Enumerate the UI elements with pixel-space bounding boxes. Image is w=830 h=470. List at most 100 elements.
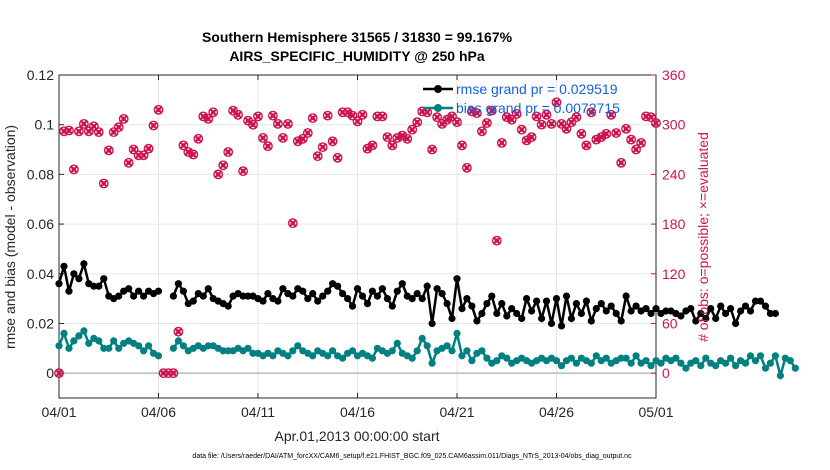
rmse-point bbox=[95, 282, 103, 290]
obs-possible-point bbox=[576, 128, 587, 139]
bias-point bbox=[727, 354, 735, 362]
rmse-point bbox=[707, 305, 715, 313]
obs-point-core bbox=[494, 238, 499, 243]
obs-possible-point bbox=[556, 119, 567, 129]
rmse-point bbox=[607, 302, 615, 310]
obs-point-core bbox=[280, 135, 286, 141]
rmse-point bbox=[179, 287, 187, 295]
bias-point bbox=[348, 347, 357, 355]
obs-possible-point bbox=[213, 169, 224, 180]
obs-point-core bbox=[171, 371, 176, 376]
bias-point bbox=[55, 342, 63, 350]
bias-point bbox=[483, 354, 491, 362]
obs-point-core bbox=[151, 123, 156, 128]
rmse-point bbox=[244, 292, 252, 300]
obs-possible-point bbox=[292, 136, 303, 147]
obs-point-core bbox=[141, 153, 146, 158]
obs-possible-point bbox=[148, 120, 159, 131]
x-tick-label: 04/01 bbox=[41, 404, 76, 420]
rmse-point bbox=[627, 307, 635, 315]
obs-possible-point bbox=[312, 151, 323, 162]
rmse-point bbox=[60, 262, 68, 270]
obs-point-core bbox=[71, 167, 77, 172]
obs-point-core bbox=[449, 114, 455, 119]
obs-possible-point bbox=[253, 111, 263, 122]
rmse-point bbox=[344, 295, 352, 303]
bias-point bbox=[602, 354, 610, 362]
obs-possible-point bbox=[297, 133, 308, 144]
obs-possible-point bbox=[183, 147, 194, 157]
bias-point bbox=[324, 352, 332, 360]
obs-point-core bbox=[250, 122, 256, 127]
obs-possible-point bbox=[491, 235, 502, 246]
x-tick-label: 04/16 bbox=[340, 404, 375, 420]
bias-point bbox=[219, 347, 227, 355]
obs-possible-point bbox=[79, 119, 89, 129]
obs-possible-point bbox=[188, 149, 199, 160]
bias-point bbox=[697, 362, 705, 370]
bias-point bbox=[741, 359, 750, 367]
rmse-point bbox=[751, 297, 760, 305]
obs-possible-point bbox=[397, 130, 408, 141]
rmse-point bbox=[373, 292, 381, 300]
rmse-point bbox=[80, 260, 88, 268]
obs-point-core bbox=[335, 155, 340, 160]
obs-point-core bbox=[101, 181, 107, 186]
rmse-point bbox=[224, 302, 232, 310]
rmse-point bbox=[722, 309, 730, 318]
rmse-point bbox=[582, 297, 591, 305]
obs-possible-point bbox=[302, 128, 313, 138]
rmse-point bbox=[314, 297, 322, 305]
rmse-point bbox=[408, 295, 416, 303]
rmse-point bbox=[622, 292, 630, 300]
obs-possible-point bbox=[223, 147, 234, 157]
obs-possible-point bbox=[54, 368, 64, 379]
obs-point-core bbox=[464, 165, 470, 170]
obs-possible-point bbox=[238, 166, 249, 177]
rmse-point bbox=[358, 292, 367, 300]
rmse-point bbox=[687, 305, 695, 313]
obs-possible-point bbox=[427, 144, 437, 155]
x-tick-label: 04/11 bbox=[241, 404, 275, 420]
bias-point bbox=[552, 357, 561, 365]
obs-point-core bbox=[146, 146, 151, 151]
obs-point-core bbox=[619, 160, 624, 165]
rmse-point bbox=[508, 305, 516, 313]
rmse-point bbox=[493, 309, 501, 318]
obs-possible-point bbox=[387, 140, 398, 151]
bias-point bbox=[115, 344, 123, 352]
bias-point bbox=[174, 337, 182, 345]
obs-possible-point bbox=[601, 128, 612, 139]
obs-point-core bbox=[66, 128, 72, 133]
bias-point bbox=[388, 347, 396, 355]
rmse-point bbox=[274, 297, 282, 305]
obs-possible-point bbox=[506, 114, 517, 125]
rmse-point bbox=[592, 305, 600, 313]
obs-point-core bbox=[196, 136, 201, 141]
chart-title: Southern Hemisphere 31565 / 31830 = 99.1… bbox=[202, 29, 513, 45]
obs-possible-point bbox=[561, 123, 572, 134]
bias-point bbox=[672, 354, 680, 362]
rmse-point bbox=[189, 297, 197, 305]
rmse-point bbox=[154, 287, 163, 295]
bias-point bbox=[80, 327, 88, 335]
obs-possible-point bbox=[471, 108, 482, 119]
obs-point-core bbox=[439, 121, 445, 127]
obs-point-core bbox=[156, 107, 161, 113]
bias-point bbox=[712, 362, 720, 370]
rmse-point bbox=[140, 292, 148, 300]
obs-point-core bbox=[81, 121, 87, 127]
obs-point-core bbox=[76, 129, 82, 134]
rmse-point bbox=[662, 307, 670, 315]
bias-point bbox=[100, 344, 108, 352]
obs-possible-point bbox=[168, 368, 179, 379]
obs-point-core bbox=[230, 108, 236, 113]
bias-point bbox=[458, 352, 466, 360]
obs-point-core bbox=[539, 122, 544, 127]
bias-point bbox=[423, 342, 431, 350]
bias-point bbox=[75, 332, 83, 340]
rmse-point bbox=[324, 287, 332, 295]
rmse-point bbox=[572, 300, 581, 308]
obs-point-core bbox=[265, 144, 271, 149]
obs-possible-point bbox=[636, 137, 646, 148]
